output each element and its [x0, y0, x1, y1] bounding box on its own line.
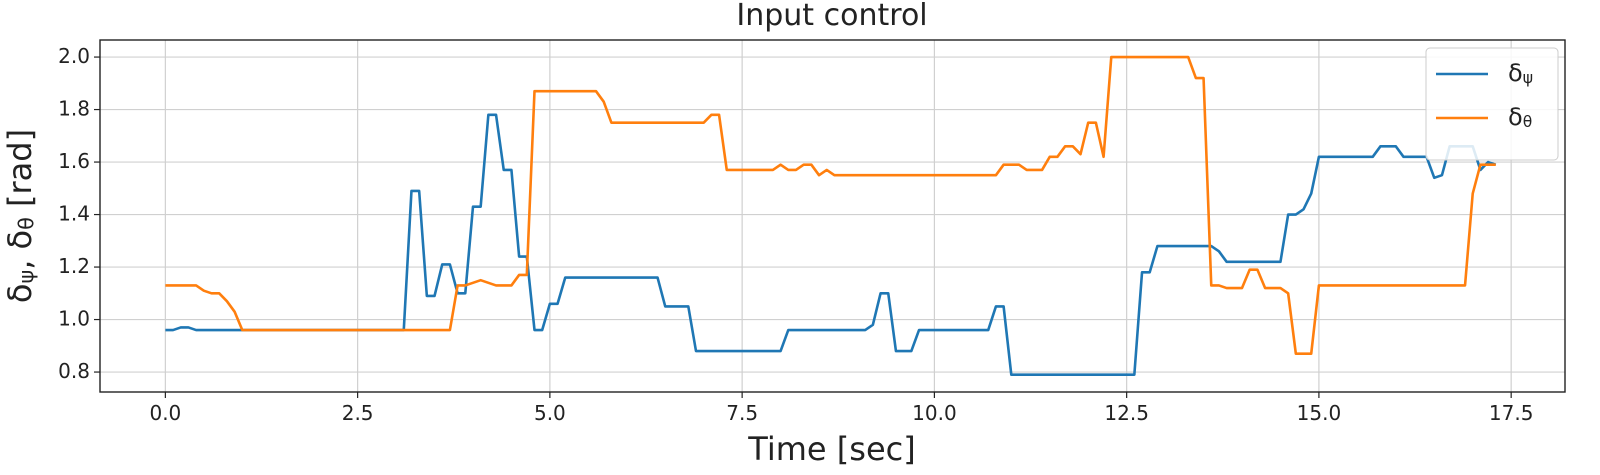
- y-tick-label: 1.2: [58, 254, 90, 278]
- x-tick-label: 7.5: [726, 401, 758, 425]
- y-tick-label: 1.6: [58, 149, 90, 173]
- legend-label: δψ: [1508, 59, 1533, 87]
- x-axis-label: Time [sec]: [747, 430, 915, 468]
- x-tick-label: 10.0: [912, 401, 957, 425]
- y-tick-label: 1.8: [58, 96, 90, 120]
- y-tick-label: 1.0: [58, 306, 90, 330]
- legend: δψ δθ: [1425, 47, 1559, 161]
- legend-label: δθ: [1508, 103, 1532, 131]
- legend-box: [1425, 47, 1559, 161]
- data-line: [165, 55, 1496, 355]
- x-tick-label: 17.5: [1489, 401, 1534, 425]
- y-tick-label: 2.0: [58, 44, 90, 68]
- y-tick-label: 0.8: [58, 359, 90, 383]
- data-line: [165, 113, 1497, 376]
- x-tick-label: 2.5: [342, 401, 374, 425]
- y-tick-label: 1.4: [58, 201, 90, 225]
- y-axis-label: δψ, δθ [rad]: [1, 129, 39, 303]
- x-tick-label: 15.0: [1297, 401, 1342, 425]
- x-tick-label: 0.0: [149, 401, 181, 425]
- plot-frame: [99, 39, 1566, 393]
- x-tick-label: 12.5: [1104, 401, 1149, 425]
- x-tick-label: 5.0: [534, 401, 566, 425]
- chart-title: Input control: [736, 0, 927, 33]
